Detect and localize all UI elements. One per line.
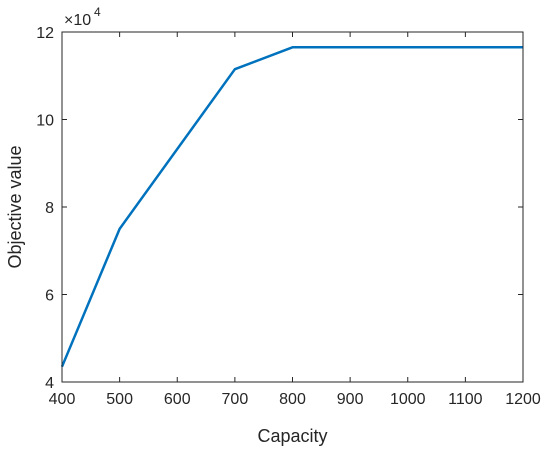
plot-frame xyxy=(61,31,524,383)
y-tick-label: 12 xyxy=(36,25,54,42)
series-group xyxy=(60,46,523,368)
x-tick-label: 1000 xyxy=(390,391,426,408)
x-tick-label: 1100 xyxy=(448,391,483,408)
exponent-power: 4 xyxy=(94,5,101,19)
y-axis-label: Objective value xyxy=(5,145,25,268)
x-tick-label: 800 xyxy=(279,391,306,408)
y-exponent-label: ×10 4 xyxy=(64,5,101,29)
y-tick-label: 6 xyxy=(45,288,54,305)
x-tick-label: 500 xyxy=(106,391,133,408)
y-tick-label: 4 xyxy=(45,375,54,392)
plot-area xyxy=(62,32,523,382)
y-tick-label: 10 xyxy=(36,113,54,130)
series-line xyxy=(60,46,523,368)
y-tick-label: 8 xyxy=(45,200,54,217)
x-axis-label: Capacity xyxy=(257,426,327,446)
x-tick-label: 700 xyxy=(222,391,249,408)
exponent-base: ×10 xyxy=(64,12,91,29)
tick-labels: 400 500 600 700 800 900 1000 1100 1200 4 6 8 10 12 xyxy=(36,25,541,408)
x-tick-label: 400 xyxy=(49,391,76,408)
x-tick-label: 600 xyxy=(164,391,191,408)
x-tick-label: 1200 xyxy=(505,391,541,408)
x-tick-label: 900 xyxy=(337,391,364,408)
